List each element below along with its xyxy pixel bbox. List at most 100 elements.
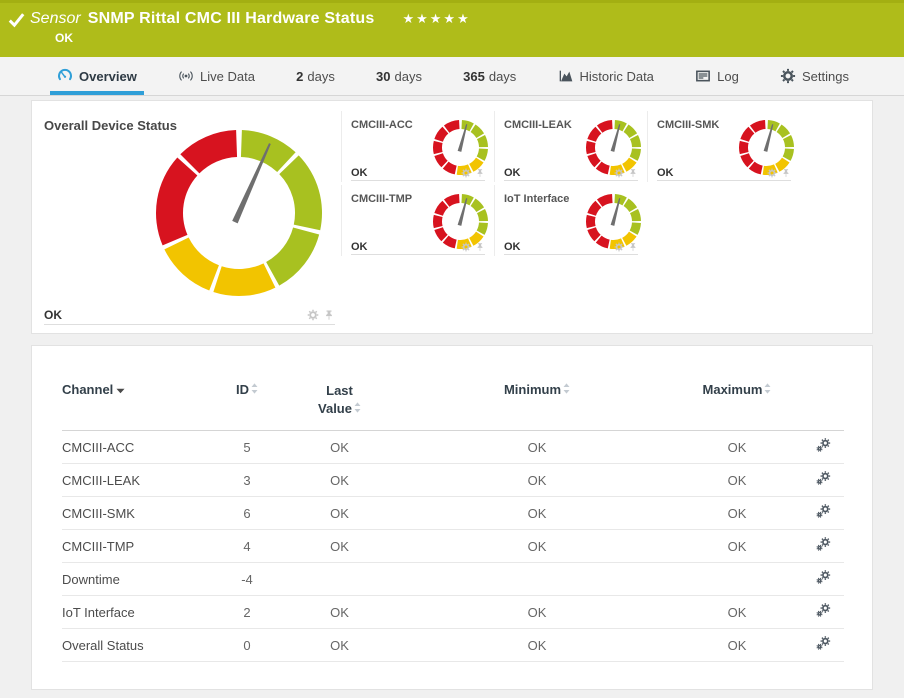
channel-settings-icon[interactable] (815, 635, 832, 652)
sort-caret-icon (116, 382, 125, 394)
tab-settings[interactable]: Settings (780, 57, 849, 95)
tab-range-number: 365 (463, 68, 485, 84)
pin-icon[interactable] (628, 168, 638, 178)
tab-label: days (488, 68, 517, 84)
overview-card: Overall Device Status OK CMCIII-ACC OK CMC… (31, 100, 873, 334)
channel-maximum: OK (672, 463, 802, 498)
column-header-id[interactable]: ID (217, 376, 277, 432)
priority-stars[interactable]: ★★★★★ (402, 11, 471, 26)
column-header-channel[interactable]: Channel (62, 376, 217, 432)
channel-row: CMCIII-ACC 5 OK OK OK (62, 430, 844, 465)
channel-name[interactable]: IoT Interface (62, 595, 217, 630)
channel-last-value: OK (277, 430, 402, 465)
tile-status: OK (351, 240, 368, 253)
check-icon (8, 11, 25, 28)
channel-name[interactable]: Overall Status (62, 628, 217, 663)
gauge-status-label: OK (44, 307, 62, 322)
channel-id: -4 (217, 562, 277, 597)
channel-settings-icon[interactable] (815, 470, 832, 487)
gear-icon[interactable] (767, 168, 777, 178)
tab-label: days (307, 68, 335, 84)
channel-settings-icon[interactable] (815, 503, 832, 520)
sort-icon (563, 382, 570, 394)
channel-maximum: OK (672, 628, 802, 663)
channel-minimum: OK (402, 595, 672, 630)
channel-id: 4 (217, 529, 277, 564)
channel-maximum (672, 562, 802, 597)
channel-gauge-tile: CMCIII-LEAK OK (494, 111, 647, 182)
tab-label: Settings (802, 68, 849, 84)
channel-status-gauge (738, 119, 795, 176)
tab-30-days[interactable]: 30 days (376, 57, 422, 95)
sensor-status-text: OK (55, 31, 73, 45)
channel-name[interactable]: CMCIII-LEAK (62, 463, 217, 498)
tab-label: days (394, 68, 422, 84)
channel-maximum: OK (672, 496, 802, 531)
tile-status: OK (504, 166, 521, 179)
sort-icon (764, 382, 771, 394)
tab-historic-data[interactable]: Historic Data (558, 57, 654, 95)
tab-2-days[interactable]: 2 days (296, 57, 335, 95)
channel-settings-icon[interactable] (815, 569, 832, 586)
gear-icon[interactable] (461, 168, 471, 178)
tile-title: CMCIII-LEAK (504, 119, 572, 131)
tile-title: IoT Interface (504, 193, 570, 205)
channel-last-value: OK (277, 496, 402, 531)
channel-maximum: OK (672, 529, 802, 564)
gear-icon[interactable] (614, 168, 624, 178)
tile-title: CMCIII-ACC (351, 119, 413, 131)
tab-label: Live Data (200, 68, 255, 84)
channel-minimum: OK (402, 430, 672, 465)
tab-range-number: 30 (376, 68, 391, 84)
page-title: SNMP Rittal CMC III Hardware Status (87, 10, 375, 27)
column-header-last-value[interactable]: Last Value (277, 376, 402, 432)
channel-settings-icon[interactable] (815, 437, 832, 454)
gear-icon[interactable] (614, 242, 624, 252)
tab-bar: Overview Live Data 2 days 30 days 365 days Histo… (0, 57, 904, 96)
channel-gauge-tile: CMCIII-ACC OK (341, 111, 494, 182)
column-header-actions (802, 376, 844, 432)
column-header-maximum[interactable]: Maximum (672, 376, 802, 432)
channel-name[interactable]: Downtime (62, 562, 217, 597)
channel-minimum: OK (402, 496, 672, 531)
channel-name[interactable]: CMCIII-SMK (62, 496, 217, 531)
tab-overview[interactable]: Overview (50, 57, 144, 95)
pin-icon[interactable] (323, 309, 335, 321)
object-kind-label: Sensor (30, 10, 81, 27)
channel-id: 2 (217, 595, 277, 630)
gear-icon[interactable] (461, 242, 471, 252)
pin-icon[interactable] (475, 242, 485, 252)
channel-last-value (277, 562, 402, 597)
panel-title: Overall Device Status (44, 118, 177, 133)
channel-name[interactable]: CMCIII-ACC (62, 430, 217, 465)
tab-log[interactable]: Log (695, 57, 739, 95)
tile-title: CMCIII-SMK (657, 119, 720, 131)
channel-row: Overall Status 0 OK OK OK (62, 628, 844, 663)
pin-icon[interactable] (475, 168, 485, 178)
gear-icon[interactable] (307, 309, 319, 321)
tab-label: Log (717, 68, 739, 84)
channel-name[interactable]: CMCIII-TMP (62, 529, 217, 564)
channel-status-gauge (432, 193, 489, 250)
column-header-minimum[interactable]: Minimum (402, 376, 672, 432)
channel-maximum: OK (672, 430, 802, 465)
sensor-header: Sensor SNMP Rittal CMC III Hardware Stat… (0, 0, 904, 57)
channel-table: Channel ID Last Value Minimum Maximum CMCIII… (62, 376, 844, 663)
tile-title: CMCIII-TMP (351, 193, 413, 205)
channel-last-value: OK (277, 529, 402, 564)
channel-maximum: OK (672, 595, 802, 630)
channel-gauge-tile: CMCIII-TMP OK (341, 185, 494, 256)
tab-365-days[interactable]: 365 days (463, 57, 516, 95)
channel-gauge-tiles: CMCIII-ACC OK CMCIII-LEAK OK CMCIII-SMK OK CMC… (341, 101, 872, 333)
priority-flag-icon[interactable] (379, 11, 390, 22)
channel-settings-icon[interactable] (815, 536, 832, 553)
pin-icon[interactable] (781, 168, 791, 178)
pin-icon[interactable] (628, 242, 638, 252)
channel-table-card: Channel ID Last Value Minimum Maximum CMCIII… (31, 345, 873, 690)
channel-settings-icon[interactable] (815, 602, 832, 619)
channel-gauge-tile: IoT Interface OK (494, 185, 647, 256)
tab-live-data[interactable]: Live Data (178, 57, 255, 95)
tile-status: OK (504, 240, 521, 253)
overall-status-gauge (154, 128, 324, 298)
channel-id: 5 (217, 430, 277, 465)
